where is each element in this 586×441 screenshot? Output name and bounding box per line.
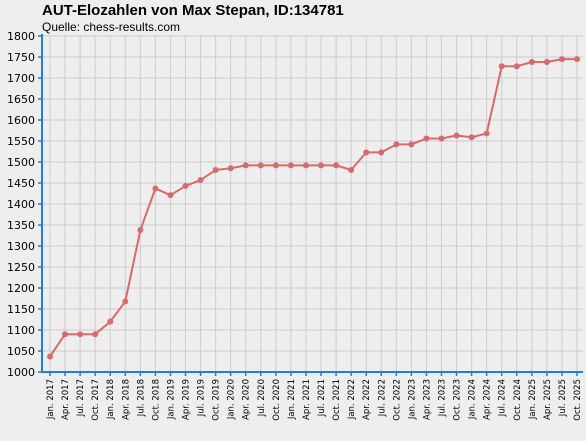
series-line (49, 58, 577, 358)
y-axis: 1000 1050 1100 1150 1200 1250 1300 1350 1400 1450… (7, 30, 43, 379)
y-tick-label: 1200 (7, 282, 35, 295)
data-point (227, 165, 234, 172)
x-tick-label: Jan. 2020 (227, 379, 237, 420)
data-point (167, 192, 174, 199)
x-tick-label: Apr. 2024 (483, 379, 493, 420)
y-tick-label: 1100 (7, 324, 35, 337)
x-tick-label: Apr. 2017 (61, 379, 71, 420)
data-point (423, 135, 430, 142)
x-tick-label: Jan. 2023 (407, 379, 417, 420)
y-tick-label: 1600 (7, 114, 35, 127)
series-elo (47, 56, 580, 360)
data-point (498, 63, 505, 70)
x-tick-label: Jan. 2017 (46, 379, 56, 420)
y-tick-label: 1750 (7, 51, 35, 64)
y-tick-label: 1650 (7, 93, 35, 106)
data-point (453, 132, 460, 139)
x-tick-label: Jul. 2021 (317, 379, 327, 417)
x-tick-label: Jul. 2023 (437, 379, 447, 417)
data-point (152, 185, 159, 192)
data-point (438, 135, 445, 142)
chart-title: AUT-Elozahlen von Max Stepan, ID:134781 (42, 2, 344, 19)
y-tick-label: 1350 (7, 219, 35, 232)
x-tick-label: Jan. 2025 (528, 379, 538, 420)
data-point (408, 141, 415, 148)
data-point (272, 162, 279, 169)
data-point (47, 353, 53, 360)
x-tick-label: Apr. 2020 (242, 379, 252, 420)
x-tick-label: Oct. 2020 (272, 379, 282, 421)
x-tick-label: Jul. 2017 (76, 379, 86, 417)
x-tick-label: Oct. 2024 (513, 379, 523, 421)
x-tick-label: Apr. 2019 (182, 379, 192, 420)
x-tick-label: Jul. 2025 (558, 379, 568, 417)
data-point (122, 298, 129, 305)
x-axis: Jan. 2017 Apr. 2017 Jul. 2017 Oct. 2017 Jan.… (42, 371, 583, 421)
data-point (92, 331, 99, 338)
y-tick-label: 1300 (7, 240, 35, 253)
x-tick-label: Apr. 2022 (362, 379, 372, 420)
y-tick-label: 1450 (7, 177, 35, 190)
x-tick-label: Oct. 2021 (332, 379, 342, 421)
x-tick-label: Apr. 2023 (422, 379, 432, 420)
data-point (318, 162, 325, 169)
y-tick-label: 1400 (7, 198, 35, 211)
data-point (393, 141, 400, 148)
y-tick-label: 1000 (7, 366, 35, 379)
y-tick-label: 1500 (7, 156, 35, 169)
x-tick-label: Oct. 2018 (151, 379, 161, 421)
x-tick-label: Jul. 2018 (136, 379, 146, 417)
y-tick-label: 1800 (7, 30, 35, 43)
x-tick-label: Jan. 2022 (347, 379, 357, 420)
data-point (363, 149, 370, 156)
x-tick-label: Jan. 2018 (106, 379, 116, 420)
data-point (543, 59, 550, 66)
data-point (287, 162, 294, 169)
x-tick-label: Apr. 2021 (302, 379, 312, 420)
y-tick-label: 1700 (7, 72, 35, 85)
data-point (62, 331, 69, 338)
data-point (483, 130, 490, 137)
data-point (574, 56, 580, 63)
x-tick-label: Oct. 2019 (212, 379, 222, 421)
chart-subtitle: Quelle: chess-results.com (42, 20, 181, 34)
x-tick-label: Jan. 2021 (287, 379, 297, 420)
data-point (107, 318, 114, 325)
data-point (182, 182, 189, 189)
x-tick-label: Oct. 2022 (392, 379, 402, 421)
x-tick-label: Jul. 2020 (257, 379, 267, 417)
data-point (212, 166, 219, 173)
x-tick-label: Jul. 2019 (197, 379, 207, 417)
y-tick-label: 1150 (7, 303, 35, 316)
data-point (77, 331, 84, 338)
data-point (137, 227, 144, 234)
data-point (257, 162, 264, 169)
y-tick-label: 1050 (7, 345, 35, 358)
data-point (378, 149, 385, 156)
grid-lines (42, 35, 583, 373)
x-tick-label: Oct. 2025 (573, 379, 583, 421)
data-point (558, 56, 565, 63)
x-tick-label: Apr. 2025 (543, 379, 553, 420)
x-tick-label: Apr. 2018 (121, 379, 131, 420)
data-point (302, 162, 309, 169)
x-tick-label: Jan. 2019 (166, 379, 176, 420)
x-tick-label: Oct. 2023 (453, 379, 463, 421)
y-tick-label: 1550 (7, 135, 35, 148)
data-point (348, 166, 355, 173)
data-point (197, 177, 204, 184)
data-point (513, 63, 520, 70)
x-tick-label: Jul. 2022 (377, 379, 387, 417)
x-tick-label: Jul. 2024 (498, 379, 508, 417)
y-tick-label: 1250 (7, 261, 35, 274)
data-point (333, 162, 340, 169)
x-tick-label: Jan. 2024 (468, 379, 478, 420)
x-tick-label: Oct. 2017 (91, 379, 101, 421)
data-point (468, 134, 475, 141)
data-point (242, 162, 249, 169)
data-point (528, 59, 535, 66)
